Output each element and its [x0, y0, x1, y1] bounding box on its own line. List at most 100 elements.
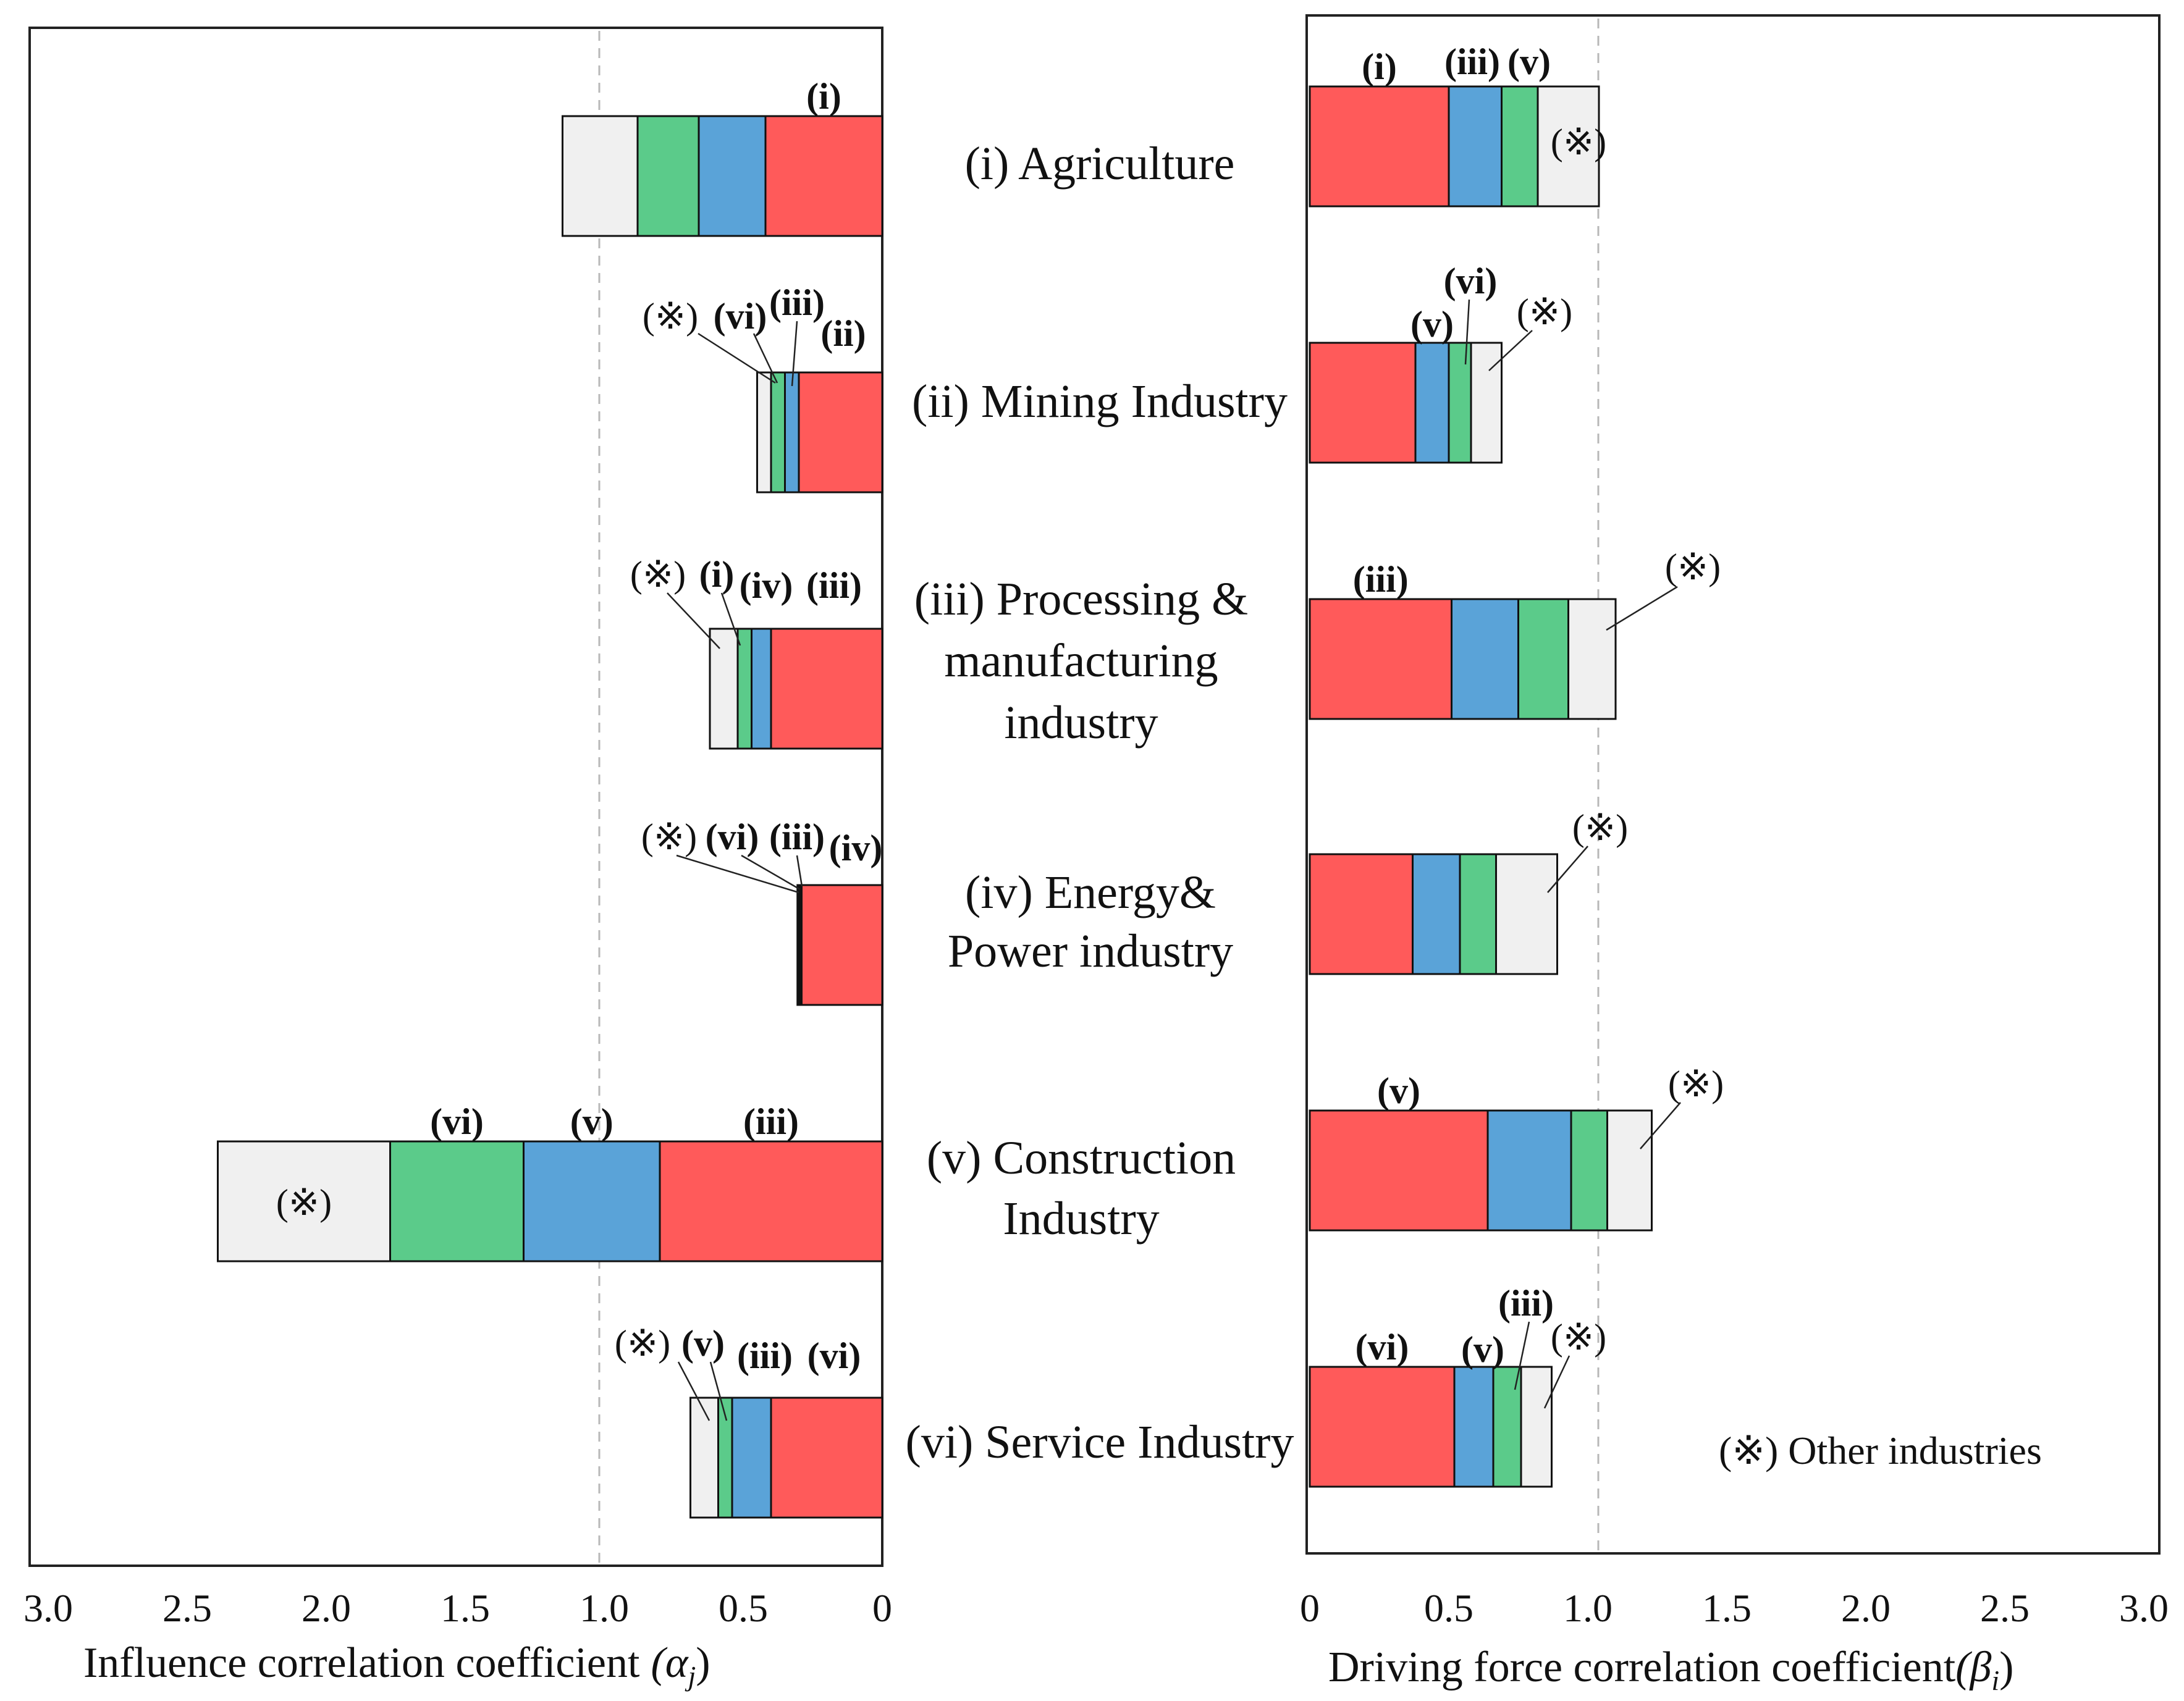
right-bar-5-segment [1486, 1109, 1572, 1232]
right-callout-label: (iii) [1444, 41, 1500, 82]
right-bar-6-segment [1492, 1366, 1522, 1488]
right-x-tick-label: 2.5 [1980, 1586, 2030, 1630]
left-bar-2-segment [798, 371, 883, 494]
right-callout-label: (※) [1517, 292, 1572, 332]
right-x-tick-label: 3.0 [2119, 1586, 2169, 1630]
category-label-line: (vi) Service Industry [906, 1416, 1294, 1468]
category-label: (vi) Service Industry [906, 1416, 1294, 1468]
category-label-line: (v) Construction [927, 1132, 1236, 1184]
left-x-axis-close: ) [696, 1639, 710, 1687]
right-x-ticks: 0 0.5 1.0 1.5 2.0 2.5 3.0 [1300, 1586, 2169, 1630]
category-label-line: (ii) Mining Industry [912, 376, 1288, 427]
left-bar-4-segment [801, 884, 883, 1006]
left-callout-label: (iv) [829, 828, 883, 868]
left-bar-1-segment [698, 115, 767, 237]
left-leader-line [676, 854, 799, 894]
left-callout-label: (vi) [807, 1335, 861, 1376]
left-callout-label: (v) [681, 1323, 725, 1364]
category-label-line: Industry [1003, 1193, 1159, 1245]
left-leader-line [698, 332, 776, 384]
right-callout-label: (※) [1551, 1317, 1606, 1358]
right-bar-1-segment [1537, 85, 1600, 208]
right-x-axis-symbol: (β [1955, 1644, 1991, 1691]
left-callout-label: (iii) [806, 565, 862, 606]
left-callout-label: (i) [699, 554, 735, 595]
right-callout-label: (v) [1461, 1329, 1504, 1370]
left-callout-label: (iv) [740, 565, 793, 606]
left-bar-5-segment [659, 1140, 883, 1262]
left-x-tick-label: 1.5 [441, 1586, 490, 1630]
left-x-tick-label: 3.0 [23, 1586, 73, 1630]
left-leader-line [677, 1361, 710, 1421]
left-bar-6-segment [731, 1396, 772, 1519]
left-x-tick-label: 0.5 [719, 1586, 768, 1630]
right-leader-line [1488, 330, 1533, 371]
right-bars: (i)(iii)(v)(vi) [1309, 46, 1653, 1488]
right-leader-line [1543, 1355, 1571, 1409]
left-callout-label: (※) [615, 1323, 670, 1364]
right-bar-5-segment [1309, 1109, 1489, 1232]
right-segment-label: (vi) [1356, 1327, 1409, 1367]
category-labels: (i) Agriculture (ii) Mining Industry (iii)… [906, 138, 1294, 1468]
right-bar-6-segment [1453, 1366, 1495, 1488]
right-x-axis-close: ) [1999, 1644, 2013, 1691]
right-callout-label: (v) [1507, 41, 1551, 82]
category-label: (iv) Energy& Power industry [948, 867, 1233, 977]
left-x-axis-subscript: j [685, 1660, 696, 1692]
right-bar-5-segment [1570, 1109, 1608, 1232]
left-callout-label: (vi) [714, 296, 767, 337]
left-plot-frame [28, 27, 883, 1567]
right-bar-3-segment [1451, 598, 1519, 720]
left-x-tick-label: 1.0 [580, 1586, 629, 1630]
right-leader-line [1464, 299, 1470, 365]
left-callout-label: (※) [641, 817, 697, 857]
left-leader-line [667, 592, 720, 649]
left-bar-5-segment [523, 1140, 661, 1262]
right-x-axis-label: Driving force correlation coefficient(βi… [1328, 1644, 2013, 1696]
left-callout-label: (※) [630, 554, 686, 595]
left-leader-line [720, 592, 741, 646]
category-label-line: (i) Agriculture [965, 138, 1235, 190]
left-leader-line [709, 1361, 728, 1421]
right-bar-2-segment [1448, 342, 1472, 464]
legend-note: (※) Other industries [1719, 1429, 2042, 1472]
category-label-line: Power industry [948, 925, 1233, 977]
left-segment-label: (v) [570, 1101, 613, 1142]
right-bar-4-segment [1309, 853, 1414, 975]
left-bar-5-segment [217, 1140, 391, 1262]
left-callout-label: (iii) [769, 282, 825, 323]
left-leader-line [796, 855, 803, 887]
left-x-ticks: 3.0 2.5 2.0 1.5 1.0 0.5 0 [23, 1586, 892, 1630]
left-leader-line [753, 333, 778, 384]
left-x-tick-label: 0 [872, 1586, 892, 1630]
right-x-tick-label: 0 [1300, 1586, 1320, 1630]
left-callout-label: (iii) [737, 1335, 793, 1376]
left-bar-2-segment [756, 371, 772, 494]
category-label-line: (iii) Processing & [914, 573, 1248, 625]
left-callout-label: (vi) [706, 817, 759, 857]
right-bar-3-segment [1517, 598, 1569, 720]
left-callout-label: (※) [643, 296, 698, 337]
left-bar-3-segment [770, 628, 883, 750]
left-bar-3-segment [751, 628, 772, 750]
left-bar-2-segment [784, 371, 800, 494]
right-leader-line [1514, 1321, 1530, 1390]
category-label: (v) Construction Industry [927, 1132, 1236, 1245]
right-callout-label: (※) [1551, 122, 1606, 162]
category-label-line: (iv) Energy& [965, 867, 1216, 918]
left-bar-1-segment [764, 115, 883, 237]
right-bar-6-segment [1309, 1366, 1456, 1488]
right-segment-label: (i) [1362, 46, 1397, 87]
right-chart-panel: (i)(iii)(v)(vi) 0 0.5 1.0 1.5 2.0 2.5 3.0 Driv… [1300, 14, 2169, 1696]
right-x-tick-label: 1.0 [1563, 1586, 1613, 1630]
left-bar-3-segment [736, 628, 753, 750]
right-bar-4-segment [1412, 853, 1461, 975]
right-bar-5-segment [1606, 1109, 1653, 1232]
right-leader-line [1640, 1102, 1681, 1149]
left-x-axis-label: Influence correlation coefficient (αj) [83, 1639, 710, 1692]
left-bar-6-segment [689, 1396, 719, 1519]
left-leader-line [791, 321, 798, 387]
right-bar-6-segment [1520, 1366, 1553, 1488]
left-segment-label: (※) [276, 1182, 332, 1223]
